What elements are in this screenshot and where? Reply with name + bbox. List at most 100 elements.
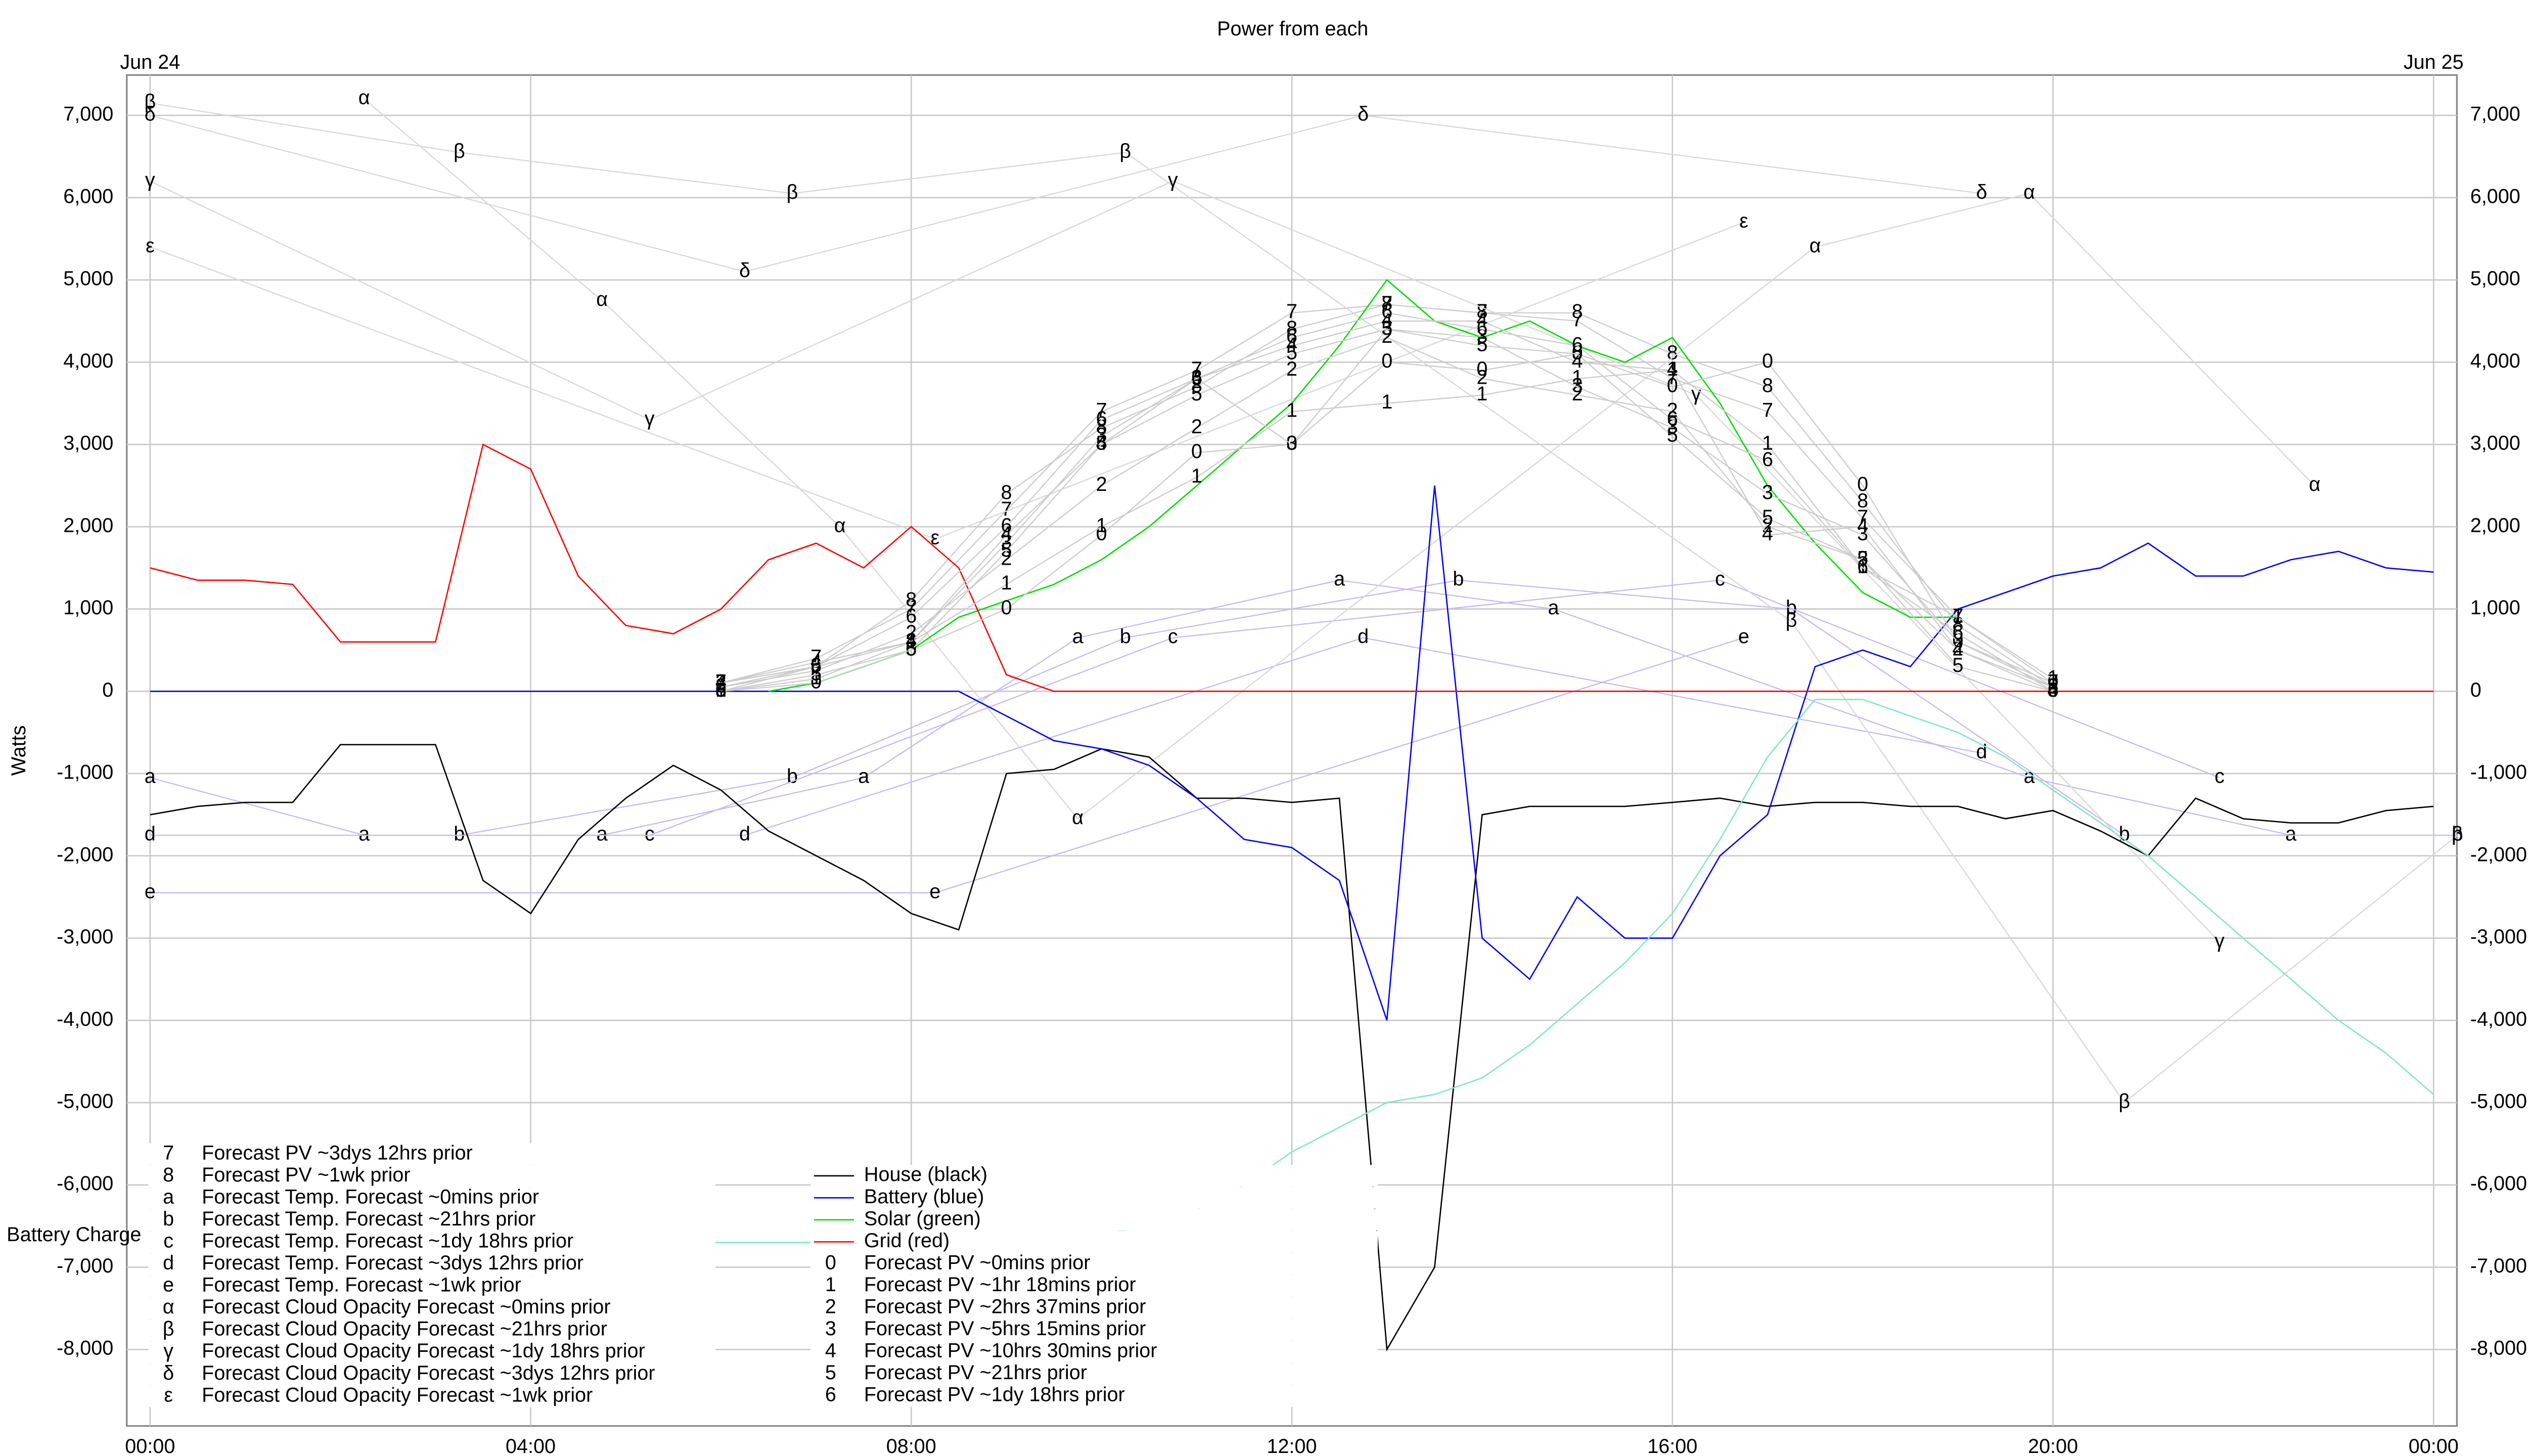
forecast-marker: 6	[1381, 300, 1392, 323]
series-line	[720, 320, 2053, 692]
forecast-marker: 3	[1286, 432, 1297, 454]
y-tick-label: -1,000	[57, 761, 113, 784]
forecast-marker: δ	[1976, 181, 1987, 203]
forecast-marker: 5	[906, 638, 917, 660]
legend-label: Forecast PV ~3dys 12hrs prior	[202, 1142, 473, 1164]
forecast-marker: 2	[715, 675, 727, 697]
forecast-marker: β	[2452, 823, 2463, 845]
forecast-marker: b	[1786, 597, 1797, 619]
forecast-marker: 2	[1191, 416, 1202, 438]
forecast-marker: e	[1738, 625, 1749, 648]
legend-marker: δ	[163, 1362, 174, 1384]
legend-label: Forecast Cloud Opacity Forecast ~0mins p…	[202, 1296, 610, 1318]
y-tick-label: -4,000	[57, 1008, 113, 1030]
series-line	[720, 329, 2053, 692]
forecast-marker: a	[858, 765, 870, 788]
forecast-marker: d	[1976, 741, 1987, 763]
forecast-marker: β	[144, 90, 156, 113]
y-tick-label: 3,000	[63, 432, 113, 454]
forecast-marker: 4	[1952, 638, 1963, 660]
y-tick-label: 1,000	[63, 597, 113, 619]
legend-label: Forecast Temp. Forecast ~0mins prior	[202, 1186, 539, 1208]
forecast-marker: b	[1120, 625, 1131, 648]
legend-background	[148, 1209, 716, 1231]
legend-background	[148, 1319, 716, 1341]
forecast-marker: 1	[1857, 556, 1868, 578]
forecast-marker: 6	[1857, 556, 1868, 578]
forecast-marker: 7	[1857, 506, 1868, 528]
forecast-marker: 7	[2048, 671, 2059, 693]
legend-marker: ε	[164, 1384, 173, 1406]
forecast-marker: 6	[1572, 333, 1583, 355]
forecast-marker: α	[1072, 806, 1084, 829]
legend-background	[148, 1275, 716, 1297]
forecast-marker: 3	[715, 671, 727, 693]
forecast-marker: a	[2023, 765, 2035, 788]
forecast-marker: 3	[1381, 317, 1392, 339]
legend-label: Forecast Cloud Opacity Forecast ~21hrs p…	[202, 1318, 607, 1340]
forecast-marker: α	[358, 86, 370, 109]
legend-background	[148, 1341, 716, 1363]
y-tick-label: -7,000	[57, 1255, 113, 1277]
forecast-marker: 6	[906, 605, 917, 627]
legend-marker: a	[163, 1186, 174, 1208]
forecast-marker: d	[739, 823, 750, 845]
forecast-marker: 0	[1572, 342, 1583, 364]
legend-label: Battery (blue)	[864, 1186, 984, 1208]
chart-title: Power from each	[1217, 18, 1368, 40]
forecast-marker: 3	[1191, 366, 1202, 388]
forecast-marker: α	[596, 288, 608, 310]
forecast-marker: 7	[1191, 358, 1202, 380]
legend-background	[148, 1143, 716, 1165]
y-tick-label: 6,000	[63, 185, 113, 207]
forecast-marker: a	[145, 765, 156, 788]
y-tick-label-right: -2,000	[2470, 843, 2527, 866]
legend-marker: 2	[825, 1296, 836, 1318]
forecast-marker: 0	[1476, 358, 1487, 380]
legend-label: Forecast Cloud Opacity Forecast ~1wk pri…	[202, 1384, 593, 1406]
legend-label: Forecast Cloud Opacity Forecast ~3dys 12…	[202, 1362, 655, 1384]
series-line	[720, 312, 2053, 692]
legend-background	[148, 1297, 716, 1320]
forecast-marker: e	[145, 881, 156, 903]
legend-background	[810, 1231, 1378, 1253]
forecast-marker: γ	[145, 169, 155, 191]
forecast-marker: 2	[1096, 473, 1107, 495]
y-tick-label-right: -4,000	[2470, 1008, 2527, 1030]
forecast-marker: 4	[1001, 523, 1012, 545]
forecast-marker: 3	[1096, 424, 1107, 446]
y-tick-label-right: -3,000	[2470, 926, 2527, 948]
legend-background	[810, 1319, 1378, 1341]
forecast-marker: 5	[1572, 342, 1583, 364]
forecast-marker: c	[2215, 765, 2225, 788]
forecast-marker: 5	[2048, 679, 2059, 701]
forecast-marker: 5	[810, 662, 822, 685]
forecast-marker: 8	[1381, 292, 1392, 314]
legend-label: Solar (green)	[864, 1207, 981, 1230]
forecast-marker: a	[1548, 597, 1560, 619]
forecast-marker: 5	[1191, 383, 1202, 405]
forecast-marker: 8	[906, 588, 917, 611]
forecast-marker: 8	[1572, 300, 1583, 323]
series-line	[150, 102, 2458, 1104]
forecast-marker: 7	[1381, 292, 1392, 314]
forecast-marker: b	[454, 823, 465, 845]
forecast-marker: 1	[1572, 366, 1583, 388]
forecast-marker: 2	[2048, 675, 2059, 697]
forecast-marker: 0	[715, 679, 727, 701]
forecast-marker: 5	[1381, 317, 1392, 339]
series-line	[150, 637, 1744, 894]
forecast-marker: 8	[1762, 375, 1773, 397]
forecast-marker: 6	[1476, 317, 1487, 339]
forecast-marker: γ	[1691, 383, 1701, 405]
forecast-marker: 0	[1762, 350, 1773, 372]
legend-label: Forecast Temp. Forecast ~1dy 18hrs prior	[202, 1230, 573, 1252]
legend-marker: β	[163, 1318, 174, 1340]
y-tick-label-right: 2,000	[2470, 514, 2520, 536]
x-tick-label: 08:00	[886, 1435, 936, 1456]
forecast-marker: a	[2285, 823, 2297, 845]
forecast-marker: 2	[1381, 325, 1392, 347]
forecast-marker: 4	[2048, 679, 2059, 701]
legend-marker: 1	[825, 1273, 836, 1296]
forecast-marker: 8	[1667, 342, 1678, 364]
